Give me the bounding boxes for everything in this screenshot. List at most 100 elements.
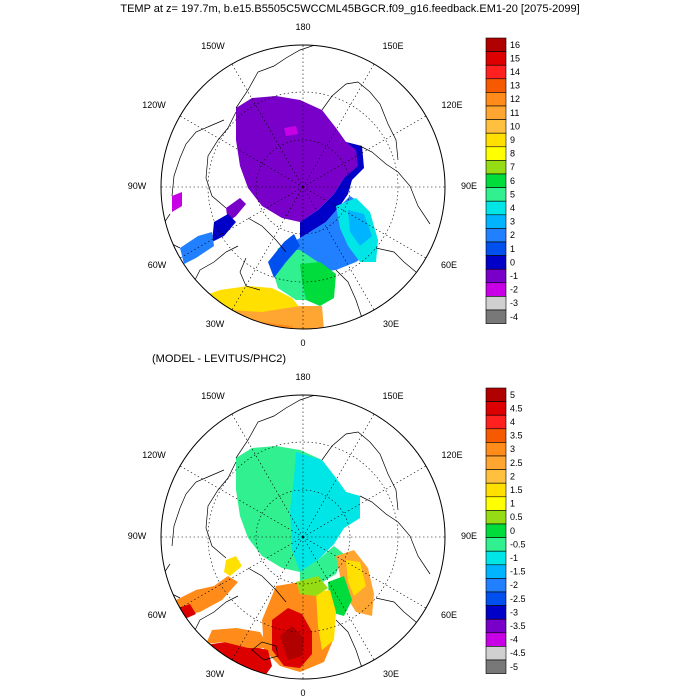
colorbar-label: 9 xyxy=(510,135,515,145)
colorbar-difference: 5 4.5 4 3.5 3 2.5 2 1.5 1 0.5 0 -0.5 -1 -1.5 -2 -2.5 -3 -… xyxy=(485,387,526,674)
colorbar-swatch xyxy=(485,187,507,202)
map-border xyxy=(160,394,446,680)
region-nordic-darkred xyxy=(280,626,304,660)
lon-label-90w: 90W xyxy=(128,181,147,191)
region-norwegian-green xyxy=(300,262,336,306)
colorbar-swatch xyxy=(485,401,507,416)
colorbar-swatch xyxy=(485,92,507,107)
colorbar-label: 0 xyxy=(510,526,515,536)
colorbar-label: 4.5 xyxy=(510,403,523,413)
lon-label-90e: 90E xyxy=(461,531,477,541)
region-arctic-basin xyxy=(236,96,360,222)
lon-label-30e: 30E xyxy=(383,669,399,679)
lon-label-180: 180 xyxy=(295,372,310,382)
colorbar-label: 2 xyxy=(510,471,515,481)
graticule xyxy=(161,45,445,329)
chart-title: TEMP at z= 197.7m, b.e15.B5505C5WCCML45B… xyxy=(120,3,580,15)
colorbar-swatch xyxy=(485,632,507,647)
colorbar-label: -4 xyxy=(510,312,518,322)
difference-map-title: (MODEL - LEVITUS/PHC2) xyxy=(152,353,287,365)
colorbar-swatch xyxy=(485,37,507,52)
polar-map-difference: 180 150E 120E 90E 60E 30E 0 30W 60W 90W … xyxy=(128,372,477,698)
colorbar-swatch xyxy=(485,64,507,80)
colorbar-swatch xyxy=(485,173,507,188)
lon-label-120w: 120W xyxy=(142,450,166,460)
colorbar-label: -1 xyxy=(510,553,518,563)
colorbar-swatch xyxy=(485,482,507,498)
lon-label-60w: 60W xyxy=(148,260,167,270)
longitude-labels: 180 150E 120E 90E 60E 30E 0 30W 60W 90W … xyxy=(128,22,477,348)
colorbar-swatch xyxy=(485,200,507,216)
colorbar-swatch xyxy=(485,414,507,430)
colorbar-label: 3 xyxy=(510,444,515,454)
lon-label-180: 180 xyxy=(295,22,310,32)
colorbar-swatch xyxy=(485,455,507,470)
region-kara-lightblue xyxy=(348,210,372,246)
colorbar-swatch xyxy=(485,550,507,566)
colorbar-label: 11 xyxy=(510,108,519,118)
region-baffin-blue xyxy=(212,214,236,242)
colorbar-label: 6 xyxy=(510,176,515,186)
colorbar-label: 15 xyxy=(510,53,520,63)
colorbar-swatch xyxy=(485,119,507,134)
lon-label-30w: 30W xyxy=(206,669,225,679)
colorbar-label: 5 xyxy=(510,390,515,400)
colorbar-label: 16 xyxy=(510,40,520,50)
colorbar-swatch xyxy=(485,591,507,606)
colorbar-label: 4 xyxy=(510,203,515,213)
colorbar-swatch xyxy=(485,428,507,443)
longitude-labels: 180 150E 120E 90E 60E 30E 0 30W 60W 90W … xyxy=(128,372,477,698)
colorbar-swatch xyxy=(485,578,507,593)
lon-label-60e: 60E xyxy=(441,260,457,270)
region-baffin-yellow xyxy=(224,556,242,576)
colorbar-swatch xyxy=(485,241,507,256)
colorbar-swatch xyxy=(485,78,507,93)
lon-label-0: 0 xyxy=(300,688,305,698)
colorbar-label: -2.5 xyxy=(510,594,526,604)
colorbar-swatch xyxy=(485,442,507,457)
colorbar-label: -1 xyxy=(510,271,518,281)
colorbar-swatch xyxy=(485,282,507,297)
colorbar-swatch xyxy=(485,228,507,243)
colorbar-label: 8 xyxy=(510,149,515,159)
colorbar-swatch xyxy=(485,469,507,484)
lon-label-30w: 30W xyxy=(206,319,225,329)
colorbar-label: -2 xyxy=(510,580,518,590)
lon-label-120e: 120E xyxy=(441,450,462,460)
colorbar-label: 1.5 xyxy=(510,485,523,495)
region-shelf-zero xyxy=(300,142,364,238)
colorbar-swatch xyxy=(485,523,507,538)
colorbar-label: 3 xyxy=(510,217,515,227)
colorbar-label: -2 xyxy=(510,285,518,295)
colorbar-swatch xyxy=(485,309,507,324)
colorbar-label: -4.5 xyxy=(510,648,526,658)
lon-label-60w: 60W xyxy=(148,610,167,620)
lon-label-90w: 90W xyxy=(128,531,147,541)
colorbar-swatch xyxy=(485,387,507,402)
map-border xyxy=(160,44,446,330)
lon-label-30e: 30E xyxy=(383,319,399,329)
colorbar-swatch xyxy=(485,537,507,552)
colorbar-label: 7 xyxy=(510,162,515,172)
colorbar-label: -0.5 xyxy=(510,539,526,549)
lon-label-60e: 60E xyxy=(441,610,457,620)
colorbar-label: 3.5 xyxy=(510,431,523,441)
colorbar-label: 1 xyxy=(510,499,515,509)
lon-label-150e: 150E xyxy=(382,41,403,51)
colorbar-swatch xyxy=(485,160,507,175)
colorbar-label: 14 xyxy=(510,67,520,77)
colorbar-label: -1.5 xyxy=(510,567,526,577)
colorbar-swatch xyxy=(485,255,507,270)
colorbar-label: 2 xyxy=(510,230,515,240)
colorbar-label: -5 xyxy=(510,662,518,672)
colorbar-swatch xyxy=(485,105,507,120)
region-kara-yellow xyxy=(346,560,366,596)
colorbar-label: 2.5 xyxy=(510,458,523,468)
colorbar-label: -3.5 xyxy=(510,621,526,631)
colorbar-label: 10 xyxy=(510,121,520,131)
lon-label-120e: 120E xyxy=(441,100,462,110)
colorbar-label: 0 xyxy=(510,257,515,267)
region-blue-strip xyxy=(268,234,300,278)
colorbar-swatch xyxy=(485,659,507,674)
colorbar-swatch xyxy=(485,496,507,511)
